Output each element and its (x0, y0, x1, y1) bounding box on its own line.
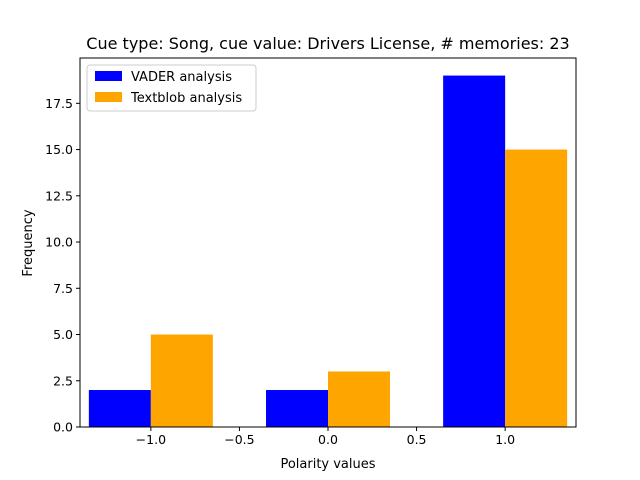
y-tick-label: 5.0 (53, 327, 73, 342)
bars (88, 75, 568, 428)
bar-series-1-bin-0 (150, 334, 213, 427)
x-tick-label: −1.0 (136, 432, 166, 447)
y-tick-label: 12.5 (45, 188, 73, 203)
bar-series-1-bin-2 (505, 149, 568, 427)
x-tick-label: 1.0 (495, 432, 515, 447)
x-tick-label: 0.5 (407, 432, 427, 447)
y-axis-label: Frequency (21, 209, 36, 276)
x-tick-label: 0.0 (318, 432, 338, 447)
bar-series-0-bin-1 (266, 390, 328, 427)
legend: VADER analysis Textblob analysis (86, 64, 257, 112)
legend-swatch-1 (95, 92, 122, 102)
x-axis-label: Polarity values (280, 457, 375, 472)
legend-swatch-0 (95, 71, 122, 81)
y-tick-label: 7.5 (53, 281, 73, 296)
bar-series-0-bin-0 (88, 390, 151, 427)
bar-series-0-bin-2 (443, 75, 506, 428)
y-tick-label: 2.5 (53, 373, 73, 388)
x-tick-label: −0.5 (224, 432, 254, 447)
y-tick-label: 0.0 (53, 420, 73, 435)
bar-series-1-bin-1 (328, 371, 390, 427)
legend-label-0: VADER analysis (131, 70, 232, 85)
y-tick-label: 17.5 (45, 96, 73, 111)
y-tick-label: 10.0 (45, 235, 73, 250)
legend-box (86, 64, 257, 112)
x-axis-ticks: −1.0 −0.5 0.0 0.5 1.0 (136, 427, 515, 447)
y-tick-label: 15.0 (45, 142, 73, 157)
chart-title: Cue type: Song, cue value: Drivers Licen… (86, 34, 569, 53)
legend-label-1: Textblob analysis (130, 91, 242, 106)
y-axis-ticks: 0.0 2.5 5.0 7.5 10.0 12.5 15.0 17.5 (45, 96, 80, 435)
